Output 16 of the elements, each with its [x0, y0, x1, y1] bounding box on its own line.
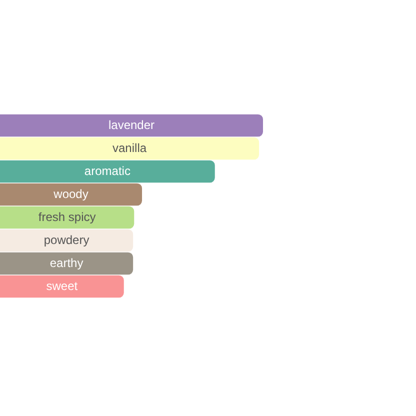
bar	[0, 137, 260, 160]
bar	[0, 252, 134, 275]
y-tick-label: sweet	[46, 278, 78, 293]
bar	[0, 183, 142, 206]
y-tick-label: vanilla	[112, 140, 147, 155]
bar	[0, 229, 134, 252]
bar	[0, 275, 124, 298]
y-tick-label: earthy	[50, 256, 84, 270]
bar	[0, 206, 134, 229]
y-tick-label: woody	[52, 186, 88, 201]
y-tick-label: aromatic	[84, 164, 130, 178]
y-tick-label: fresh spicy	[38, 210, 96, 224]
bar	[0, 114, 263, 137]
y-tick-label: powdery	[44, 232, 90, 247]
bar	[0, 160, 215, 183]
y-tick-label: lavender	[108, 118, 155, 132]
